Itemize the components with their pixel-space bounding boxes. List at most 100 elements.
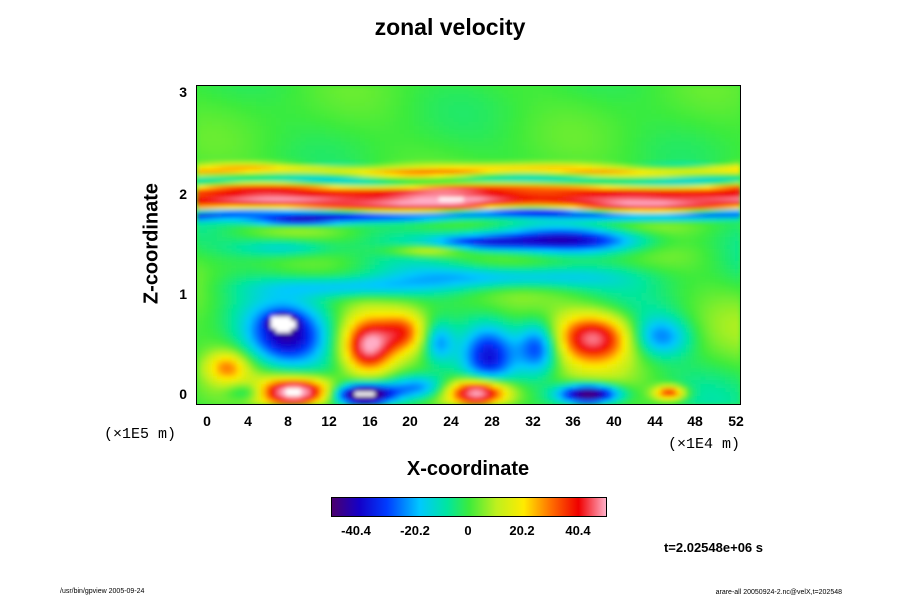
heatmap-cell bbox=[458, 141, 465, 147]
heatmap-cell bbox=[330, 229, 336, 234]
heatmap-cell bbox=[591, 145, 598, 151]
heatmap-cell bbox=[621, 245, 628, 250]
heatmap-cell bbox=[364, 209, 371, 214]
heatmap-cell bbox=[557, 177, 563, 182]
heatmap-cell bbox=[310, 141, 317, 147]
heatmap-cell bbox=[438, 241, 445, 246]
heatmap-cell bbox=[680, 189, 687, 194]
heatmap-cell bbox=[695, 113, 702, 119]
heatmap-cell bbox=[429, 169, 435, 175]
heatmap-cell bbox=[325, 264, 331, 270]
heatmap-cell bbox=[665, 233, 672, 238]
heatmap-cell bbox=[601, 237, 608, 242]
heatmap-cell bbox=[670, 161, 677, 167]
heatmap-cell bbox=[325, 145, 331, 151]
heatmap-cell bbox=[616, 153, 623, 159]
heatmap-cell bbox=[478, 193, 484, 198]
heatmap-cell bbox=[438, 86, 445, 91]
heatmap-cell bbox=[251, 201, 257, 206]
heatmap-cell bbox=[463, 173, 470, 179]
heatmap-cell bbox=[453, 237, 460, 242]
heatmap-cell bbox=[542, 177, 549, 182]
heatmap-cell bbox=[374, 241, 381, 246]
heatmap-cell bbox=[424, 93, 430, 99]
heatmap-cell bbox=[251, 157, 257, 163]
heatmap-cell bbox=[720, 209, 726, 214]
heatmap-cell bbox=[621, 217, 628, 222]
heatmap-cell bbox=[379, 189, 386, 194]
heatmap-cell bbox=[478, 260, 484, 266]
heatmap-cell bbox=[206, 93, 213, 99]
heatmap-cell bbox=[710, 256, 716, 262]
heatmap-cell bbox=[586, 241, 593, 246]
heatmap-cell bbox=[512, 157, 519, 163]
heatmap-cell bbox=[275, 141, 282, 147]
heatmap-cell bbox=[300, 129, 307, 135]
heatmap-cell bbox=[231, 93, 238, 99]
heatmap-cell bbox=[675, 241, 682, 246]
heatmap-cell bbox=[241, 260, 247, 266]
heatmap-cell bbox=[389, 157, 396, 163]
heatmap-cell bbox=[720, 193, 726, 198]
heatmap-cell bbox=[350, 153, 356, 159]
heatmap-cell bbox=[463, 185, 470, 190]
heatmap-cell bbox=[429, 189, 435, 194]
heatmap-cell bbox=[577, 169, 583, 175]
heatmap-cell bbox=[661, 229, 667, 234]
heatmap-cell bbox=[429, 129, 435, 135]
heatmap-cell bbox=[527, 113, 534, 119]
heatmap-cell bbox=[384, 213, 391, 218]
heatmap-cell bbox=[651, 256, 657, 262]
heatmap-cell bbox=[636, 241, 642, 246]
heatmap-cell bbox=[517, 245, 524, 250]
heatmap-cell bbox=[345, 161, 351, 167]
heatmap-cell bbox=[665, 117, 672, 123]
heatmap-cell bbox=[670, 149, 677, 155]
heatmap-cell bbox=[473, 205, 479, 210]
heatmap-cell bbox=[562, 248, 568, 254]
heatmap-cell bbox=[503, 189, 509, 194]
heatmap-cell bbox=[404, 201, 410, 206]
heatmap-cell bbox=[340, 245, 346, 250]
heatmap-cell bbox=[606, 185, 613, 190]
heatmap-cell bbox=[586, 233, 593, 238]
heatmap-cell bbox=[572, 121, 578, 127]
heatmap-cell bbox=[715, 145, 721, 151]
heatmap-cell bbox=[507, 229, 514, 234]
heatmap-cell bbox=[350, 157, 356, 163]
heatmap-cell bbox=[433, 177, 440, 182]
heatmap-cell bbox=[231, 149, 238, 155]
heatmap-cell bbox=[266, 205, 272, 210]
heatmap-cell bbox=[700, 169, 707, 175]
heatmap-cell bbox=[720, 201, 726, 206]
heatmap-cell bbox=[577, 161, 583, 167]
heatmap-cell bbox=[532, 121, 539, 127]
heatmap-cell bbox=[369, 121, 376, 127]
heatmap-cell bbox=[498, 229, 504, 234]
heatmap-cell bbox=[586, 109, 593, 115]
heatmap-cell bbox=[542, 221, 549, 226]
heatmap-cell bbox=[275, 213, 282, 218]
heatmap-cell bbox=[631, 93, 637, 99]
heatmap-cell bbox=[448, 145, 455, 151]
heatmap-cell bbox=[389, 193, 396, 198]
heatmap-cell bbox=[636, 117, 642, 123]
heatmap-cell bbox=[280, 213, 287, 218]
heatmap-cell bbox=[280, 233, 287, 238]
heatmap-cell bbox=[730, 141, 736, 147]
heatmap-cell bbox=[399, 117, 405, 123]
heatmap-cell bbox=[562, 185, 568, 190]
heatmap-cell bbox=[448, 233, 455, 238]
heatmap-cell bbox=[646, 185, 652, 190]
heatmap-cell bbox=[586, 245, 593, 250]
heatmap-cell bbox=[656, 229, 662, 234]
heatmap-cell bbox=[330, 93, 336, 99]
heatmap-cell bbox=[616, 141, 623, 147]
heatmap-cell bbox=[690, 221, 697, 226]
heatmap-cell bbox=[547, 252, 554, 258]
heatmap-cell bbox=[359, 113, 366, 119]
heatmap-cell bbox=[547, 209, 554, 214]
heatmap-cell bbox=[197, 86, 203, 91]
heatmap-cell bbox=[611, 233, 618, 238]
heatmap-cell bbox=[522, 169, 529, 175]
